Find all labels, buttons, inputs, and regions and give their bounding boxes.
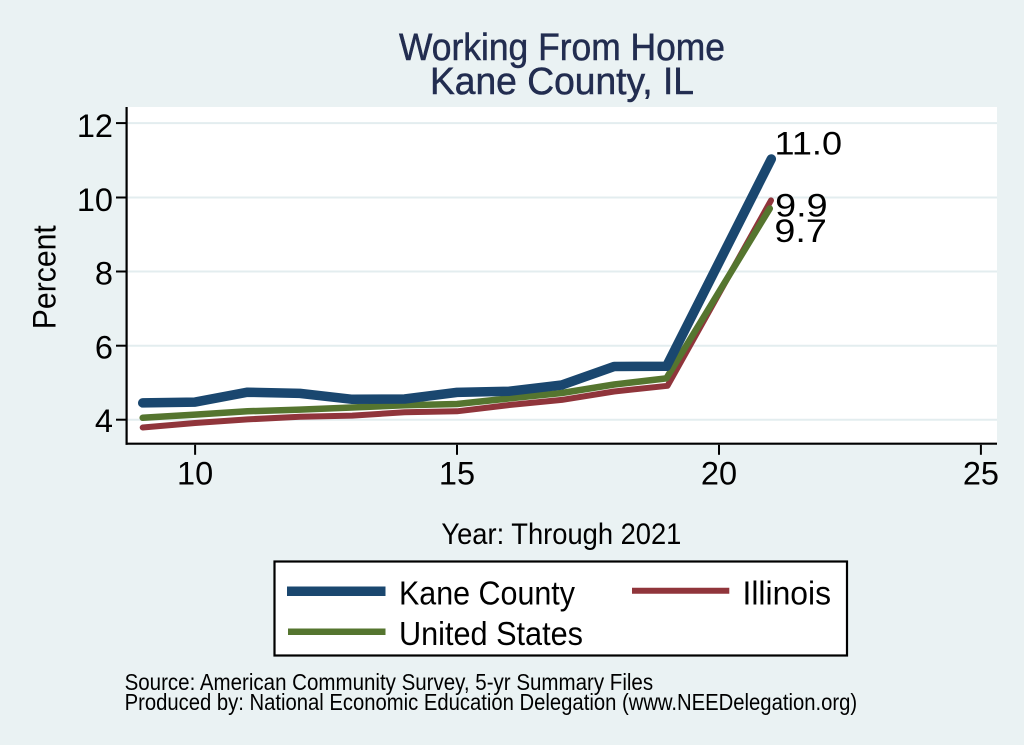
svg-text:United States: United States xyxy=(399,615,583,652)
svg-text:9.9: 9.9 xyxy=(775,188,828,224)
svg-text:10: 10 xyxy=(77,182,113,218)
svg-text:Working From Home: Working From Home xyxy=(399,27,725,69)
svg-text:25: 25 xyxy=(963,455,999,491)
svg-text:Illinois: Illinois xyxy=(743,575,832,612)
svg-text:Kane County: Kane County xyxy=(399,575,575,612)
svg-text:Year: Through 2021: Year: Through 2021 xyxy=(441,518,681,551)
svg-text:Percent: Percent xyxy=(26,225,62,329)
svg-text:Kane County, IL: Kane County, IL xyxy=(430,61,694,103)
svg-text:11.0: 11.0 xyxy=(775,126,843,162)
svg-text:10: 10 xyxy=(177,455,213,491)
svg-text:8: 8 xyxy=(95,256,113,292)
svg-text:15: 15 xyxy=(439,455,475,491)
svg-text:20: 20 xyxy=(701,455,737,491)
svg-text:6: 6 xyxy=(95,329,113,365)
svg-text:4: 4 xyxy=(95,403,113,439)
svg-text:Produced by: National Economic: Produced by: National Economic Education… xyxy=(125,689,858,715)
svg-text:Source: American Community Sur: Source: American Community Survey, 5-yr … xyxy=(125,669,654,695)
svg-text:12: 12 xyxy=(77,108,113,144)
svg-text:9.7: 9.7 xyxy=(774,213,827,249)
